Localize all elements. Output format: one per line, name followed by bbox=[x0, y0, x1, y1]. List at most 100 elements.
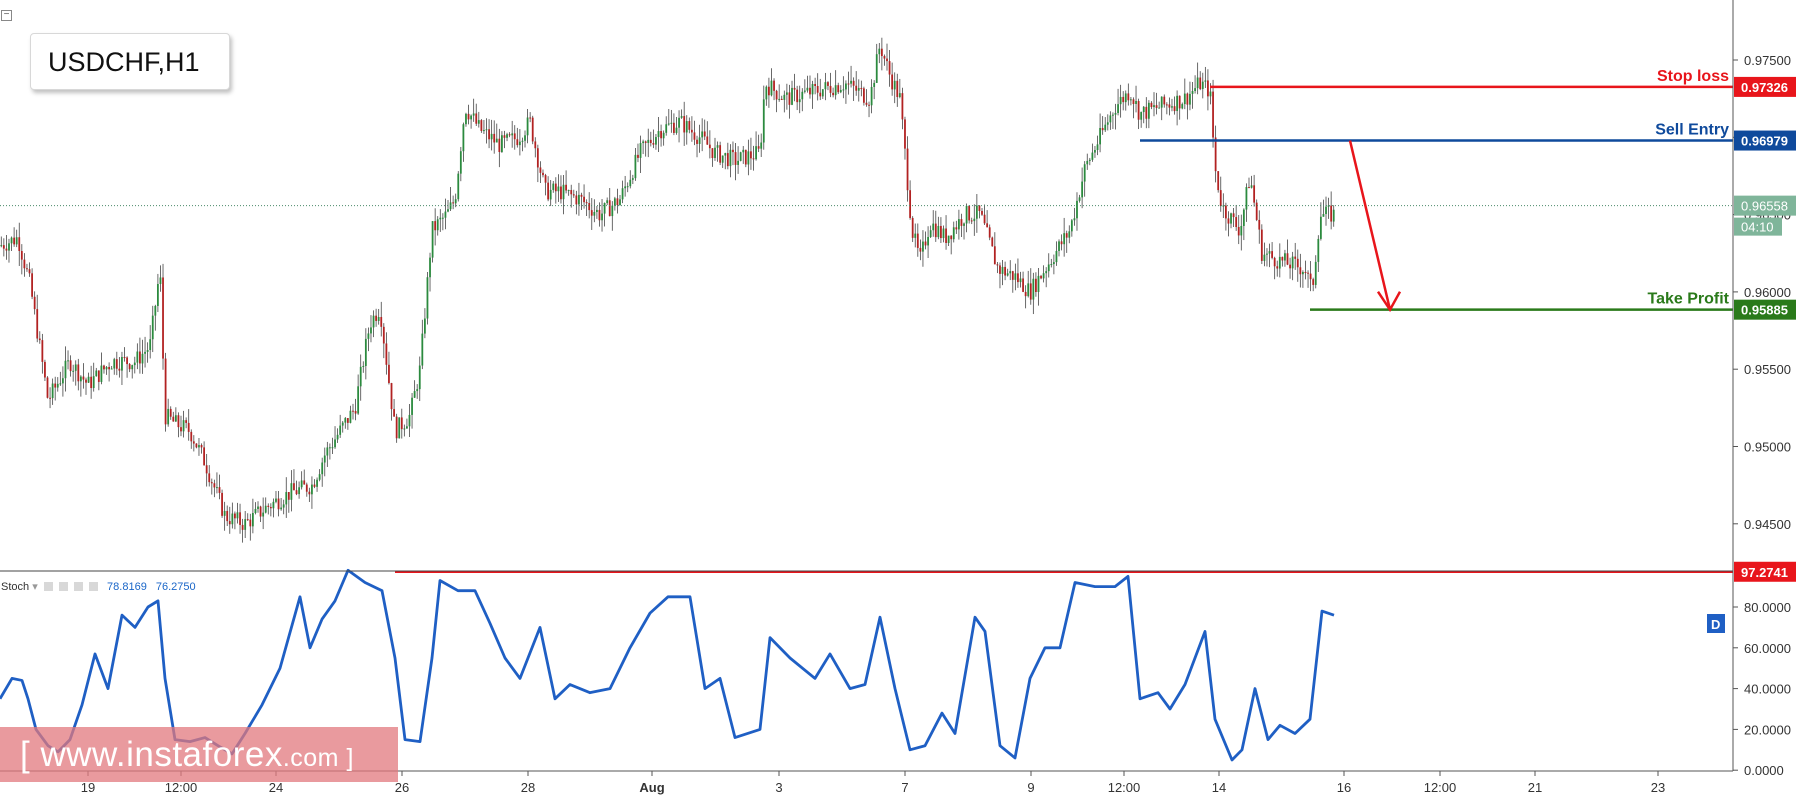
candle-body bbox=[511, 133, 514, 136]
candle-body bbox=[593, 212, 596, 216]
candle-body bbox=[1132, 99, 1135, 105]
candle-body bbox=[711, 148, 714, 159]
candle-body bbox=[613, 198, 616, 206]
candle-body bbox=[462, 124, 465, 152]
level-name: Stop loss bbox=[1657, 68, 1729, 85]
stochastic-tick-label: 60.0000 bbox=[1744, 641, 1791, 656]
candle-body bbox=[272, 501, 275, 509]
candle-body bbox=[675, 127, 678, 133]
candle-body bbox=[1296, 258, 1299, 268]
candle-body bbox=[1204, 80, 1207, 82]
candle-body bbox=[865, 102, 868, 105]
candle-body bbox=[916, 233, 919, 248]
candle-body bbox=[773, 80, 775, 91]
candle-body bbox=[857, 87, 860, 91]
candle-body bbox=[529, 117, 532, 119]
candle-body bbox=[439, 217, 442, 220]
time-tick-label: 12:00 bbox=[1108, 780, 1141, 795]
candle-body bbox=[518, 141, 521, 146]
level-name: Sell Entry bbox=[1655, 122, 1729, 139]
candle-body bbox=[696, 139, 698, 144]
candle-body bbox=[223, 510, 226, 516]
candle-body bbox=[1158, 107, 1161, 109]
candle-body bbox=[760, 142, 763, 149]
candle-body bbox=[814, 83, 817, 87]
candle-body bbox=[891, 74, 894, 90]
candle-body bbox=[1101, 127, 1104, 131]
candle-body bbox=[372, 315, 375, 328]
candle-body bbox=[370, 327, 372, 334]
candle-body bbox=[1114, 112, 1117, 115]
candle-body bbox=[534, 141, 537, 149]
candle-body bbox=[503, 135, 506, 138]
candle-body bbox=[878, 48, 881, 55]
close-icon[interactable] bbox=[88, 582, 98, 591]
settings-icon[interactable] bbox=[43, 582, 53, 591]
candle-body bbox=[382, 326, 385, 344]
candle-body bbox=[562, 184, 565, 200]
candle-body bbox=[364, 338, 367, 366]
candle-body bbox=[1183, 93, 1186, 105]
candle-body bbox=[521, 140, 524, 142]
candle-body bbox=[203, 447, 205, 466]
candle-body bbox=[13, 237, 16, 245]
candle-body bbox=[1289, 264, 1291, 269]
candle-body bbox=[418, 365, 421, 390]
candle-body bbox=[688, 121, 691, 130]
time-tick-label: 12:00 bbox=[165, 780, 198, 795]
candle-body bbox=[1009, 271, 1012, 274]
candle-body bbox=[937, 225, 940, 238]
candle-body bbox=[1250, 185, 1253, 188]
candle-body bbox=[1130, 99, 1132, 101]
candle-body bbox=[788, 92, 791, 105]
watermark-brand: instaforex bbox=[126, 735, 283, 774]
candle-body bbox=[752, 158, 755, 160]
candle-body bbox=[408, 414, 411, 427]
visibility-icon[interactable] bbox=[58, 582, 68, 591]
level-value: 0.95885 bbox=[1741, 303, 1788, 318]
add-icon[interactable] bbox=[73, 582, 83, 591]
candle-body bbox=[257, 506, 259, 509]
candle-body bbox=[1135, 101, 1137, 105]
candle-body bbox=[293, 483, 295, 491]
candle-body bbox=[359, 366, 362, 387]
collapse-icon[interactable]: − bbox=[1, 10, 12, 21]
candle-body bbox=[855, 85, 858, 91]
candle-body bbox=[922, 241, 924, 252]
candle-body bbox=[64, 360, 67, 379]
candle-body bbox=[904, 119, 906, 149]
candle-body bbox=[316, 479, 318, 487]
candle-body bbox=[262, 512, 265, 517]
candle-body bbox=[210, 482, 213, 484]
candle-body bbox=[965, 205, 968, 224]
candle-body bbox=[832, 92, 834, 96]
candle-body bbox=[275, 498, 277, 502]
candle-body bbox=[603, 203, 606, 214]
candle-body bbox=[708, 144, 711, 149]
countdown-label: 04:10 bbox=[1741, 220, 1774, 235]
candle-body bbox=[870, 86, 873, 106]
candle-body bbox=[1294, 256, 1297, 259]
candle-body bbox=[5, 248, 8, 251]
candle-body bbox=[36, 309, 39, 339]
candle-body bbox=[156, 284, 159, 306]
candle-body bbox=[863, 88, 865, 103]
candle-body bbox=[906, 148, 909, 191]
candle-body bbox=[1196, 77, 1199, 89]
candle-body bbox=[729, 149, 732, 167]
candle-body bbox=[1022, 278, 1024, 292]
candle-body bbox=[690, 129, 693, 133]
candle-body bbox=[31, 273, 33, 297]
candle-body bbox=[323, 455, 326, 463]
stochastic-line bbox=[0, 568, 1335, 762]
time-tick-label: 16 bbox=[1337, 780, 1351, 795]
candle-body bbox=[1006, 273, 1009, 276]
candle-body bbox=[1163, 96, 1166, 105]
dropdown-icon[interactable]: ▾ bbox=[32, 581, 38, 593]
candle-body bbox=[483, 130, 485, 132]
candle-body bbox=[182, 420, 185, 432]
candle-body bbox=[249, 519, 252, 527]
candle-body bbox=[557, 186, 560, 192]
candle-body bbox=[957, 219, 960, 230]
